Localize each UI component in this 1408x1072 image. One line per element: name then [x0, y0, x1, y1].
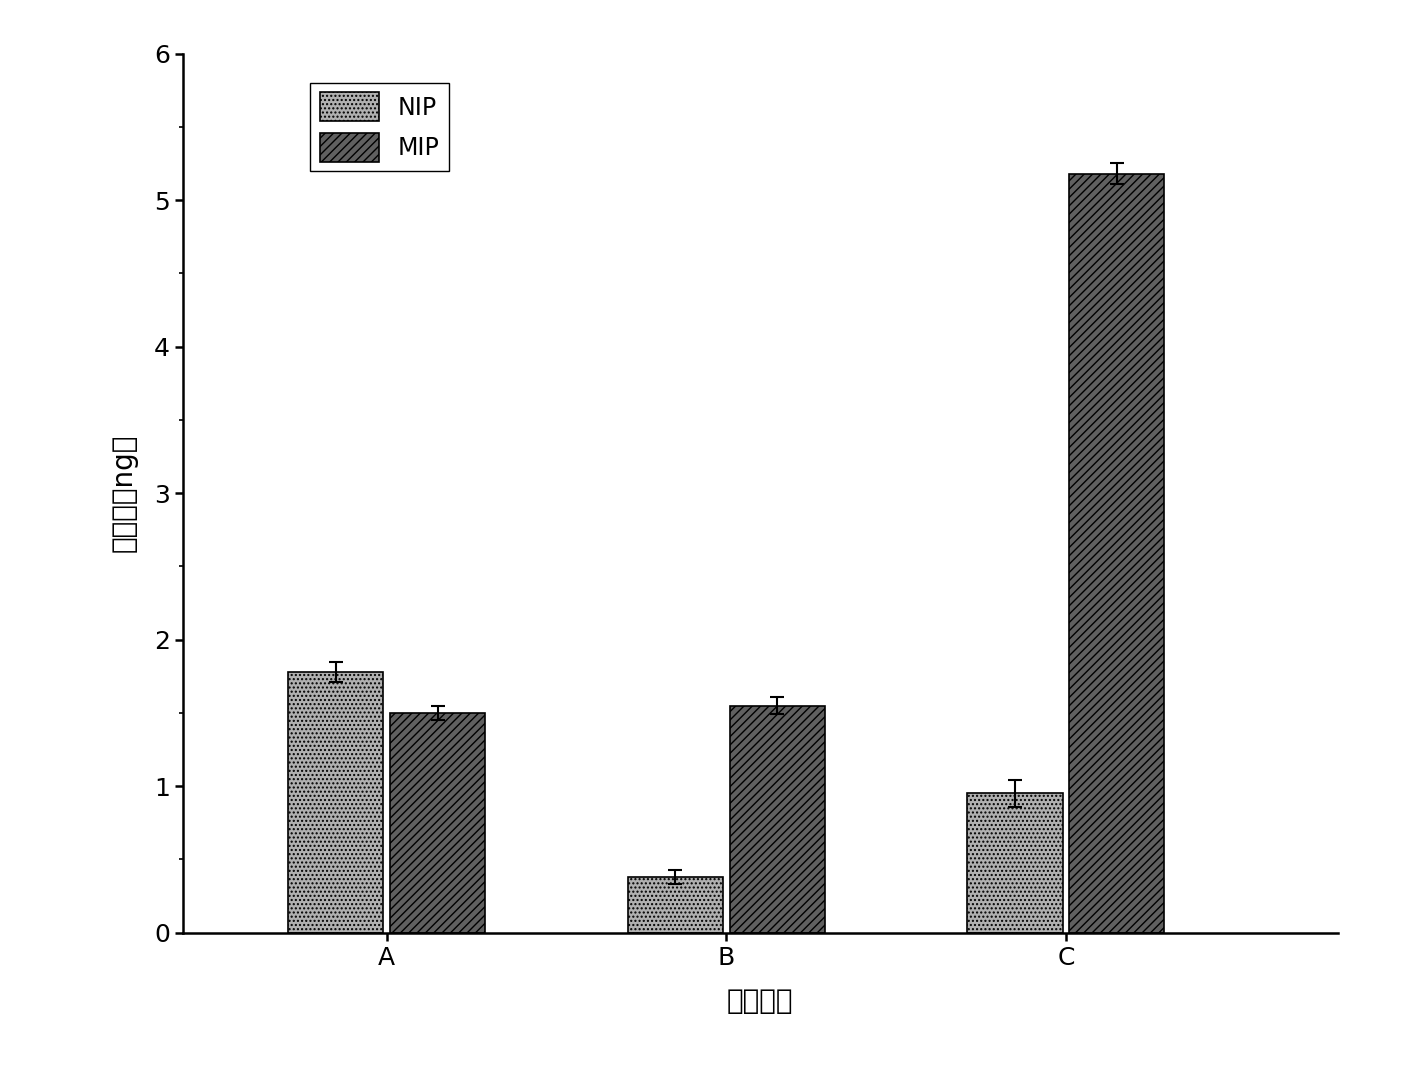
Bar [289, 672, 383, 933]
Bar [729, 705, 825, 933]
Y-axis label: 萍取量（ng）: 萍取量（ng） [110, 434, 137, 552]
Bar [967, 793, 1063, 933]
Bar [390, 713, 486, 933]
X-axis label: 萍取形式: 萍取形式 [727, 986, 794, 1014]
Bar [628, 877, 722, 933]
Bar [1069, 174, 1164, 933]
Legend: NIP, MIP: NIP, MIP [310, 83, 449, 172]
